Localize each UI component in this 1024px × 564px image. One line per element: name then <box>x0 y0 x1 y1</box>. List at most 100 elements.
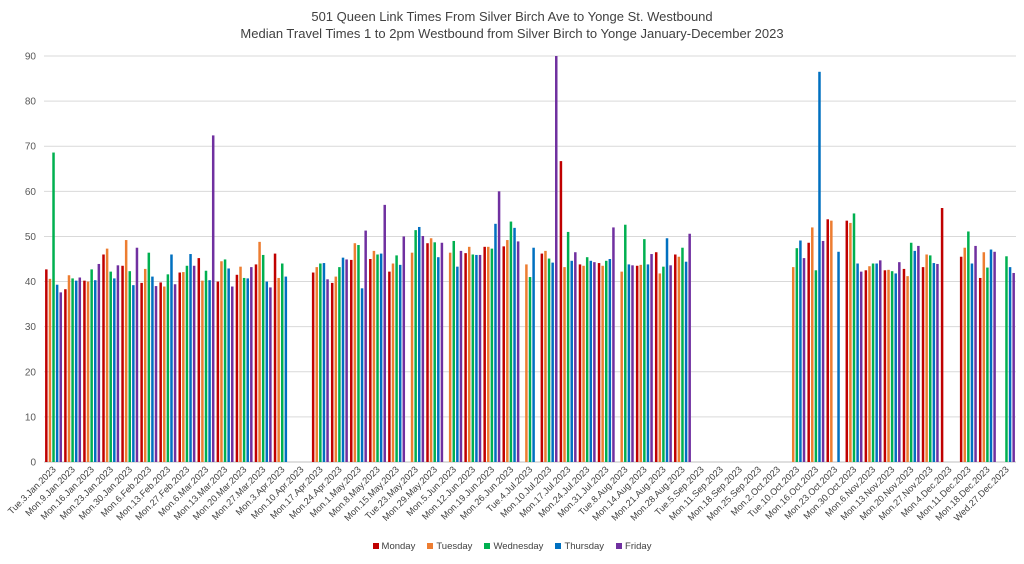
bar-friday <box>211 135 215 462</box>
bar-friday <box>97 263 101 462</box>
bar-monday <box>635 265 639 462</box>
chart-title: 501 Queen Link Times From Silver Birch A… <box>311 9 713 24</box>
bar-thursday <box>475 254 478 462</box>
bar-tuesday <box>67 275 71 462</box>
bar-wednesday <box>128 271 132 462</box>
bar-friday <box>974 245 977 462</box>
bar-thursday <box>818 71 821 462</box>
bar-monday <box>216 281 220 462</box>
bar-monday <box>826 219 829 462</box>
bar-friday <box>345 259 348 462</box>
bar-wednesday <box>471 254 475 462</box>
bar-thursday <box>608 259 612 462</box>
bar-thursday <box>456 266 459 462</box>
bar-friday <box>1012 272 1015 462</box>
bar-monday <box>883 270 887 462</box>
bar-wednesday <box>52 152 55 463</box>
bar-friday <box>59 292 62 462</box>
bar-tuesday <box>334 276 338 462</box>
bar-tuesday <box>391 263 395 462</box>
bar-wednesday <box>319 263 322 462</box>
y-tick-label: 80 <box>25 97 37 108</box>
bar-wednesday <box>223 259 227 462</box>
bar-friday <box>593 262 596 462</box>
bar-monday <box>578 264 582 462</box>
bar-wednesday <box>547 258 551 462</box>
bar-thursday <box>1008 267 1012 462</box>
bar-friday <box>459 250 463 462</box>
bar-monday <box>559 161 563 463</box>
bar-monday <box>159 282 162 462</box>
bar-friday <box>364 230 367 462</box>
bar-tuesday <box>372 250 376 462</box>
bar-friday <box>116 265 120 462</box>
bar-monday <box>197 258 201 462</box>
bar-friday <box>326 279 329 462</box>
bar-friday <box>269 287 272 462</box>
bar-wednesday <box>90 269 93 462</box>
bar-friday <box>192 265 196 462</box>
bar-wednesday <box>109 271 112 462</box>
bar-monday <box>502 246 505 462</box>
bar-tuesday <box>639 264 642 462</box>
bar-thursday <box>532 247 535 462</box>
bar-thursday <box>208 280 211 462</box>
bar-thursday <box>665 238 669 462</box>
bar-friday <box>821 240 825 462</box>
bar-friday <box>631 265 634 462</box>
bar-thursday <box>418 226 421 462</box>
bar-friday <box>250 267 253 462</box>
bar-friday <box>879 260 882 462</box>
legend-item-friday: Friday <box>616 541 651 552</box>
bar-tuesday <box>620 271 623 462</box>
bar-thursday <box>646 264 650 462</box>
bar-monday <box>311 272 315 462</box>
legend-swatch <box>372 543 379 550</box>
bar-tuesday <box>239 266 242 462</box>
bar-thursday <box>151 276 154 462</box>
bar-monday <box>64 289 67 462</box>
y-tick-label: 90 <box>25 52 37 63</box>
bar-wednesday <box>414 230 417 462</box>
bar-thursday <box>360 288 364 462</box>
bar-tuesday <box>86 281 90 462</box>
bar-wednesday <box>490 248 494 462</box>
legend-label: Monday <box>381 541 416 552</box>
bar-thursday <box>913 250 917 462</box>
bar-thursday <box>379 253 383 462</box>
bar-thursday <box>55 284 59 462</box>
bar-friday <box>78 277 82 462</box>
bar-monday <box>978 277 982 462</box>
bar-wednesday <box>643 239 646 462</box>
bar-wednesday <box>185 265 189 462</box>
y-tick-label: 50 <box>25 232 37 243</box>
y-tick-label: 20 <box>25 367 37 378</box>
bar-tuesday <box>410 252 414 462</box>
bar-monday <box>178 272 181 462</box>
y-tick-label: 60 <box>25 187 37 198</box>
legend-swatch <box>427 543 434 550</box>
bar-friday <box>650 254 653 462</box>
bar-tuesday <box>925 254 928 462</box>
bar-friday <box>669 265 672 462</box>
legend-label: Thursday <box>564 541 605 552</box>
bar-monday <box>102 254 105 462</box>
bar-tuesday <box>467 246 471 462</box>
bar-wednesday <box>986 267 989 462</box>
legend-swatch <box>555 543 562 550</box>
bar-monday <box>273 253 277 462</box>
bar-tuesday <box>448 252 452 462</box>
bar-wednesday <box>376 254 379 462</box>
bar-thursday <box>932 263 936 462</box>
bar-friday <box>173 284 177 462</box>
chart-legend: Monday Tuesday Wednesday Thursday Friday <box>0 541 1024 552</box>
legend-item-thursday: Thursday <box>555 541 604 552</box>
bar-wednesday <box>338 267 341 462</box>
bar-friday <box>402 236 406 462</box>
bar-thursday <box>437 257 440 462</box>
bar-monday <box>483 246 486 462</box>
bar-tuesday <box>601 265 604 462</box>
bar-friday <box>898 262 901 462</box>
